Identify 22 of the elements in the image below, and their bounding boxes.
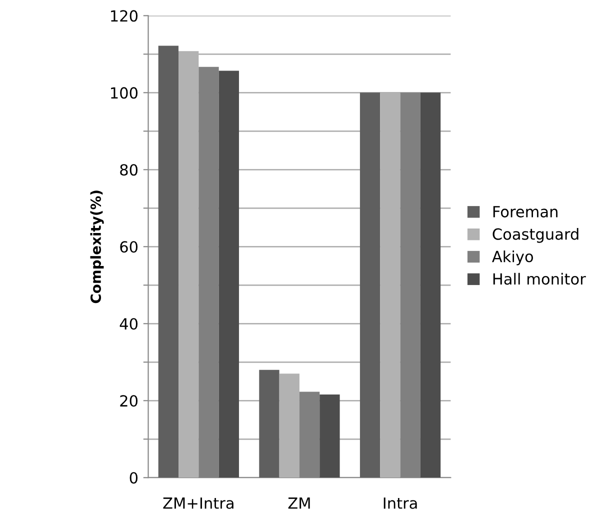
legend-label: Akiyo — [492, 250, 533, 266]
legend-label: Coastguard — [492, 228, 578, 243]
y-tick-label: 0 — [130, 472, 138, 484]
y-axis-title: Complexity(%) — [90, 190, 104, 304]
bar — [218, 70, 239, 478]
bar — [360, 92, 380, 478]
y-tick-label: 100 — [111, 87, 138, 99]
x-tick-label: Intra — [384, 498, 417, 509]
x-tick-label: ZM+Intra — [163, 498, 234, 509]
y-tick-label: 120 — [111, 10, 138, 22]
bar — [158, 46, 178, 478]
bar — [279, 374, 300, 478]
y-tick-label: 20 — [120, 395, 138, 407]
legend-label: Foreman — [493, 206, 558, 218]
y-tick-label: 40 — [120, 318, 138, 330]
bar — [320, 394, 340, 478]
bar — [420, 92, 441, 478]
legend-label: Hall monitor — [493, 272, 586, 285]
bar — [259, 370, 280, 478]
y-tick-label: 80 — [120, 164, 138, 176]
y-tick-label: 60 — [120, 241, 138, 253]
x-tick-label: ZM — [288, 498, 310, 509]
